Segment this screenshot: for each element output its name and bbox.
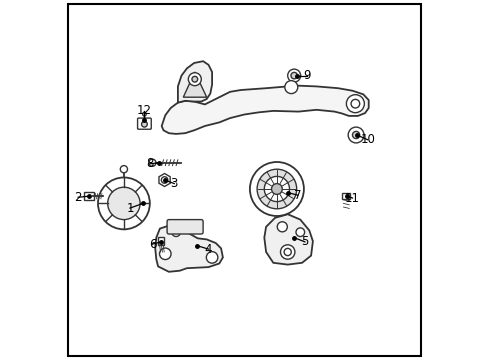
Circle shape xyxy=(141,121,147,127)
Circle shape xyxy=(188,73,201,86)
Circle shape xyxy=(148,159,156,166)
Circle shape xyxy=(107,187,140,220)
Polygon shape xyxy=(178,61,212,103)
Polygon shape xyxy=(159,174,170,186)
Text: 3: 3 xyxy=(170,177,178,190)
Polygon shape xyxy=(155,225,223,272)
Circle shape xyxy=(120,166,127,173)
Circle shape xyxy=(192,76,197,82)
Circle shape xyxy=(350,99,359,108)
Text: 11: 11 xyxy=(345,192,359,204)
FancyBboxPatch shape xyxy=(158,237,164,245)
Text: 2: 2 xyxy=(74,191,82,204)
FancyBboxPatch shape xyxy=(84,192,94,200)
Polygon shape xyxy=(183,72,206,97)
Circle shape xyxy=(249,162,303,216)
Polygon shape xyxy=(162,86,368,134)
Text: 8: 8 xyxy=(146,157,154,170)
Circle shape xyxy=(347,127,363,143)
Circle shape xyxy=(271,184,282,194)
Text: 12: 12 xyxy=(137,104,152,117)
Circle shape xyxy=(290,72,297,79)
Text: 5: 5 xyxy=(301,235,308,248)
Circle shape xyxy=(287,69,300,82)
Text: 7: 7 xyxy=(293,189,301,202)
Text: 4: 4 xyxy=(204,243,212,256)
Circle shape xyxy=(206,252,218,263)
Circle shape xyxy=(161,177,167,183)
Text: 9: 9 xyxy=(303,69,310,82)
Circle shape xyxy=(346,95,364,113)
Text: 1: 1 xyxy=(126,202,134,215)
Circle shape xyxy=(257,169,296,209)
Circle shape xyxy=(295,228,304,237)
Circle shape xyxy=(98,177,149,229)
Circle shape xyxy=(171,228,180,237)
Circle shape xyxy=(142,112,146,116)
Circle shape xyxy=(284,248,291,256)
Polygon shape xyxy=(264,214,312,265)
FancyBboxPatch shape xyxy=(137,118,151,129)
FancyBboxPatch shape xyxy=(342,193,349,199)
Circle shape xyxy=(284,81,297,94)
Circle shape xyxy=(352,131,359,139)
FancyBboxPatch shape xyxy=(167,220,203,234)
Circle shape xyxy=(159,248,171,260)
Text: 10: 10 xyxy=(360,133,374,146)
Circle shape xyxy=(277,222,287,232)
Text: 6: 6 xyxy=(149,238,156,251)
Circle shape xyxy=(264,176,289,202)
Circle shape xyxy=(280,245,294,259)
